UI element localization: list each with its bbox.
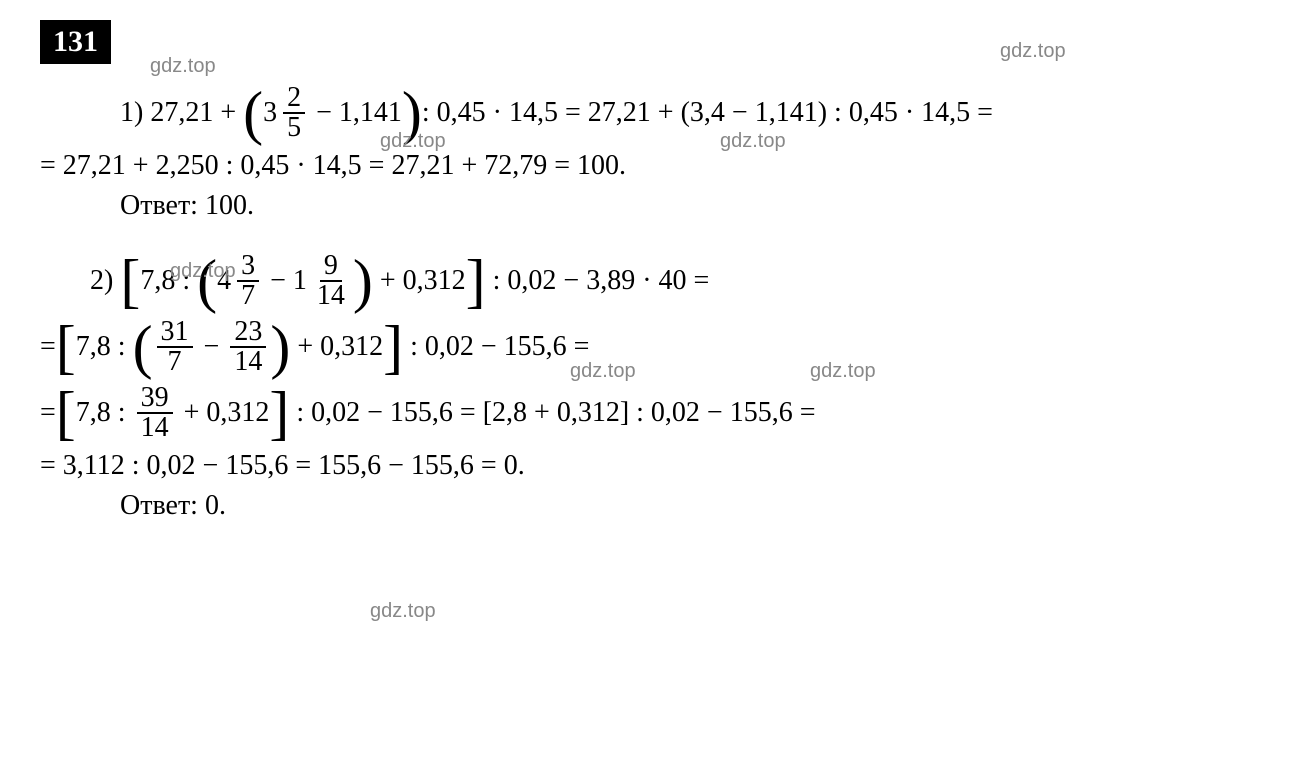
problem-number-badge: 131 — [40, 20, 111, 64]
answer-label: Ответ: — [120, 190, 198, 222]
p2-line1: 2) [ 7,8 : ( 4 3 7 − 1 9 14 ) + 0,312 ] … — [90, 252, 1256, 310]
p2-b: 0,312 — [206, 397, 269, 429]
p1-r1b: (3,4 − 1,141) — [681, 97, 827, 129]
p1-b: 1,141 — [339, 97, 402, 129]
plus-sign: + — [297, 331, 313, 363]
eq: = — [694, 265, 710, 297]
watermark: gdz.top — [1000, 40, 1066, 63]
numerator: 31 — [157, 318, 193, 348]
minus-sign: − — [316, 97, 332, 129]
minus-sign: − — [270, 265, 286, 297]
colon: : — [493, 265, 501, 297]
p2-l2-tail: : 0,02 − 155,6 = — [410, 331, 589, 363]
colon: : — [118, 397, 126, 429]
denominator: 14 — [230, 348, 266, 376]
p1-answer: Ответ: 100. — [120, 190, 1256, 222]
watermark: gdz.top — [150, 55, 216, 78]
whole: 1 — [293, 265, 307, 297]
p2-a: 7,8 — [76, 397, 111, 429]
left-bracket: [ — [56, 323, 76, 371]
numerator: 2 — [283, 84, 305, 114]
p1-d: 14,5 — [509, 97, 558, 129]
fraction: 3 7 — [237, 252, 259, 310]
p1-r1d: 14,5 — [921, 97, 970, 129]
whole: 3 — [263, 97, 277, 129]
dot: · — [642, 265, 651, 297]
numerator: 3 — [237, 252, 259, 282]
fraction: 31 7 — [157, 318, 193, 376]
mixed-fraction: 3 2 5 — [263, 84, 309, 142]
p2-d: 3,89 — [586, 265, 635, 297]
minus-sign: − — [563, 265, 579, 297]
watermark: gdz.top — [810, 360, 876, 383]
plus-sign: + — [658, 97, 674, 129]
denominator: 7 — [164, 348, 186, 376]
p1-line1: 1) 27,21 + ( 3 2 5 − 1,141 ) : 0,45 · 14… — [120, 84, 1256, 142]
fraction: 9 14 — [313, 252, 349, 310]
left-paren: ( — [243, 89, 263, 137]
p1-r1a: 27,21 — [588, 97, 651, 129]
answer-value: 0. — [205, 490, 226, 522]
p2-b: 0,312 — [403, 265, 466, 297]
left-paren: ( — [133, 323, 153, 371]
fraction: 39 14 — [137, 384, 173, 442]
dot: · — [905, 97, 914, 129]
denominator: 14 — [313, 282, 349, 310]
colon: : — [834, 97, 842, 129]
p2-line4: = 3,112 : 0,02 − 155,6 = 155,6 − 155,6 =… — [40, 450, 1256, 482]
watermark: gdz.top — [380, 130, 446, 153]
eq: = — [977, 97, 993, 129]
watermark: gdz.top — [170, 260, 236, 283]
p2-label: 2) — [90, 265, 113, 297]
watermark: gdz.top — [570, 360, 636, 383]
fraction: 23 14 — [230, 318, 266, 376]
plus-sign: + — [380, 265, 396, 297]
p2-line2: = [ 7,8 : ( 31 7 − 23 14 ) + 0,312 ] : 0… — [40, 318, 1256, 376]
p2-b: 0,312 — [320, 331, 383, 363]
plus-sign: + — [184, 397, 200, 429]
minus-sign: − — [204, 331, 220, 363]
p2-l3-mid: : 0,02 − 155,6 = [2,8 + 0,312] : 0,02 − … — [296, 397, 815, 429]
right-bracket: ] — [269, 389, 289, 437]
numerator: 9 — [320, 252, 342, 282]
plus-sign: + — [220, 97, 236, 129]
left-bracket: [ — [56, 389, 76, 437]
p1-c: 0,45 — [437, 97, 486, 129]
p2-c: 0,02 — [507, 265, 556, 297]
p2-line3: = [ 7,8 : 39 14 + 0,312 ] : 0,02 − 155,6… — [40, 384, 1256, 442]
right-paren: ) — [270, 323, 290, 371]
watermark: gdz.top — [370, 600, 436, 623]
eq: = — [565, 97, 581, 129]
mixed-fraction: 1 9 14 — [293, 252, 353, 310]
p1-line2: = 27,21 + 2,250 : 0,45 · 14,5 = 27,21 + … — [40, 150, 1256, 182]
p2-e: 40 — [659, 265, 687, 297]
dot: · — [493, 97, 502, 129]
denominator: 14 — [137, 414, 173, 442]
p1-r1c: 0,45 — [849, 97, 898, 129]
p2-answer: Ответ: 0. — [120, 490, 1256, 522]
denominator: 7 — [237, 282, 259, 310]
numerator: 39 — [137, 384, 173, 414]
p1-label: 1) — [120, 97, 143, 129]
colon: : — [118, 331, 126, 363]
numerator: 23 — [230, 318, 266, 348]
p1-a: 27,21 — [150, 97, 213, 129]
right-paren: ) — [353, 257, 373, 305]
fraction: 2 5 — [283, 84, 305, 142]
answer-value: 100. — [205, 190, 254, 222]
eq: = — [40, 397, 56, 429]
watermark: gdz.top — [720, 130, 786, 153]
colon: : — [422, 97, 430, 129]
eq: = — [40, 331, 56, 363]
left-bracket: [ — [120, 257, 140, 305]
right-bracket: ] — [466, 257, 486, 305]
answer-label: Ответ: — [120, 490, 198, 522]
denominator: 5 — [283, 114, 305, 142]
right-bracket: ] — [383, 323, 403, 371]
p2-a: 7,8 — [76, 331, 111, 363]
